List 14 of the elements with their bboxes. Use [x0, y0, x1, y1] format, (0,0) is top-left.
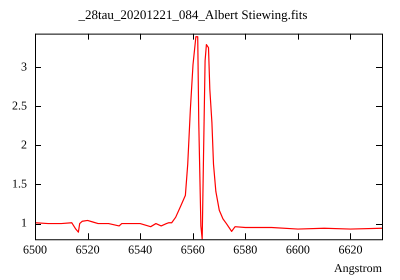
y-tick-label: 2.5: [12, 98, 27, 112]
x-tick-label: 6580: [233, 242, 258, 257]
x-tick-label: 6520: [76, 242, 100, 257]
y-tick-label: 1.5: [12, 176, 27, 191]
y-tick-label: 2: [21, 138, 27, 152]
x-tick-label: 6560: [180, 242, 205, 257]
x-tick-label: 6600: [286, 242, 310, 257]
x-tick-label: 6540: [128, 242, 152, 257]
x-axis-title: Angstrom: [334, 260, 383, 275]
x-tick-label: 6500: [23, 242, 47, 257]
y-tick-label: 3: [21, 59, 27, 74]
chart-title: _28tau_20201221_084_Albert Stiewing.fits: [78, 7, 308, 22]
y-tick-label: 1: [21, 216, 27, 230]
x-tick-label: 6620: [338, 242, 362, 257]
